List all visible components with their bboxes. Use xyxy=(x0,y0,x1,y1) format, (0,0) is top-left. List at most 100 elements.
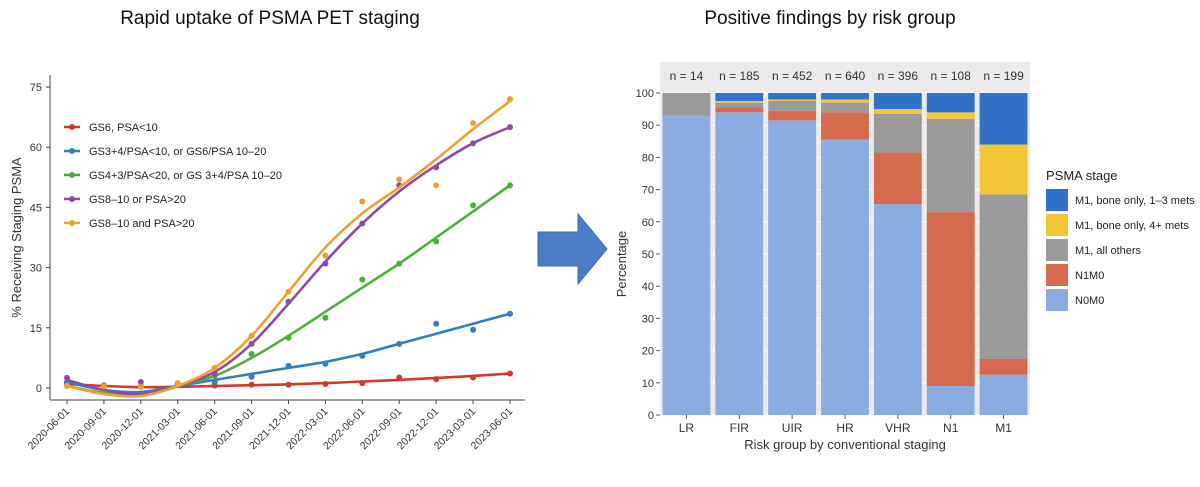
data-point xyxy=(285,298,292,305)
bar-segment xyxy=(926,118,975,213)
data-point xyxy=(64,382,70,389)
n-label: n = 185 xyxy=(719,69,760,83)
legend-swatch xyxy=(1046,289,1068,311)
data-point xyxy=(470,326,477,333)
legend-label: GS8–10 and PSA>20 xyxy=(89,218,195,230)
legend-swatch xyxy=(1046,214,1068,236)
data-point xyxy=(359,220,366,227)
n-label: n = 199 xyxy=(983,69,1024,83)
legend-label: GS6, PSA<10 xyxy=(89,122,158,134)
x-tick-label: HR xyxy=(836,421,854,435)
bar-segment xyxy=(873,93,922,110)
bar-segment xyxy=(926,386,975,415)
data-point xyxy=(248,332,255,339)
n-label: n = 396 xyxy=(878,69,919,83)
data-point xyxy=(100,383,107,390)
data-point xyxy=(211,370,218,377)
data-point xyxy=(470,202,477,209)
bar-segment xyxy=(715,93,764,102)
y-tick-label: 100 xyxy=(636,88,654,100)
n-label: n = 452 xyxy=(772,69,813,83)
y-tick-label: 80 xyxy=(642,152,654,164)
series-fit-line xyxy=(66,312,511,394)
data-point xyxy=(285,362,292,369)
bar-segment xyxy=(768,110,817,121)
data-point xyxy=(211,364,218,371)
n-label: n = 14 xyxy=(670,69,704,83)
legend-label: GS4+3/PSA<20, or GS 3+4/PSA 10–20 xyxy=(89,170,282,182)
series-fit-line xyxy=(66,126,511,396)
bar-segment xyxy=(715,101,764,103)
bar-segment xyxy=(715,107,764,113)
legend-swatch xyxy=(1046,239,1068,261)
legend-label: N1M0 xyxy=(1075,270,1104,282)
data-point xyxy=(507,182,513,189)
bar-segment xyxy=(926,212,975,387)
bar-segment xyxy=(979,93,1028,145)
legend-label: GS3+4/PSA<10, or GS6/PSA 10–20 xyxy=(89,146,266,158)
data-point xyxy=(433,376,440,383)
n-label: n = 640 xyxy=(825,69,866,83)
y-tick-label: 60 xyxy=(642,217,654,229)
data-point xyxy=(433,182,440,189)
x-tick-label: M1 xyxy=(995,421,1012,435)
y-tick-label: 15 xyxy=(30,323,42,335)
legend-label: M1, bone only, 1–3 mets xyxy=(1075,195,1195,207)
bar-segment xyxy=(821,93,869,100)
legend-marker xyxy=(69,172,75,178)
data-point xyxy=(470,374,477,381)
data-point xyxy=(359,352,366,359)
bar-segment xyxy=(768,120,817,416)
bar-segment xyxy=(979,194,1028,359)
legend-swatch xyxy=(1046,264,1068,286)
data-point xyxy=(507,310,513,317)
legend-label: M1, all others xyxy=(1075,245,1142,257)
legend-marker xyxy=(69,196,75,202)
data-point xyxy=(396,260,403,267)
y-tick-label: 0 xyxy=(648,410,654,422)
bar-segment xyxy=(768,93,817,100)
data-point xyxy=(359,380,366,387)
data-point xyxy=(433,320,440,327)
data-point xyxy=(285,288,292,295)
data-point xyxy=(248,350,255,357)
data-point xyxy=(322,260,329,267)
data-point xyxy=(174,380,181,387)
y-tick-label: 75 xyxy=(30,82,42,94)
bar-segment xyxy=(979,358,1028,375)
y-axis-title: Percentage xyxy=(614,231,629,298)
y-tick-label: 0 xyxy=(36,383,42,395)
legend-label: GS8–10 or PSA>20 xyxy=(89,194,186,206)
y-tick-label: 30 xyxy=(642,313,654,325)
bar-segment xyxy=(873,109,922,114)
bar-segment xyxy=(662,115,711,415)
data-point xyxy=(359,198,366,205)
bar-segment xyxy=(662,93,711,116)
y-tick-label: 20 xyxy=(642,346,654,358)
legend-marker xyxy=(69,124,75,130)
line-chart: 015304560752020-06-012020-09-012020-12-0… xyxy=(9,75,525,452)
data-point xyxy=(285,381,292,388)
data-point xyxy=(507,370,513,377)
y-tick-label: 60 xyxy=(30,142,42,154)
data-point xyxy=(137,384,144,391)
data-point xyxy=(322,360,329,367)
data-point xyxy=(248,381,255,388)
y-tick-label: 45 xyxy=(30,202,42,214)
y-axis-title: % Receiving Staging PSMA xyxy=(9,157,24,318)
y-tick-label: 40 xyxy=(642,281,654,293)
legend-marker xyxy=(69,148,75,154)
bar-segment xyxy=(873,152,922,205)
x-tick-label: N1 xyxy=(943,421,959,435)
data-point xyxy=(322,314,329,321)
bar-segment xyxy=(821,112,869,140)
data-point xyxy=(396,176,403,183)
data-point xyxy=(211,378,218,385)
bar-segment xyxy=(768,99,817,102)
data-point xyxy=(470,140,477,147)
data-point xyxy=(396,340,403,347)
x-tick-label: VHR xyxy=(885,421,911,435)
data-point xyxy=(359,276,366,283)
data-point xyxy=(322,252,329,259)
